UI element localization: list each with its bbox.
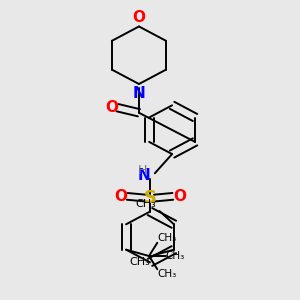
Text: CH₃: CH₃: [157, 269, 176, 279]
Text: N: N: [137, 167, 150, 182]
Text: CH₃: CH₃: [157, 233, 176, 243]
Text: O: O: [114, 189, 127, 204]
Text: N: N: [133, 86, 145, 101]
Text: O: O: [173, 189, 186, 204]
Text: CH₃: CH₃: [166, 251, 185, 261]
Text: H: H: [138, 164, 147, 178]
Text: O: O: [133, 10, 146, 25]
Text: O: O: [105, 100, 118, 115]
Text: S: S: [143, 189, 157, 207]
Text: CH₃: CH₃: [129, 257, 150, 267]
Text: CH₃: CH₃: [135, 200, 156, 209]
